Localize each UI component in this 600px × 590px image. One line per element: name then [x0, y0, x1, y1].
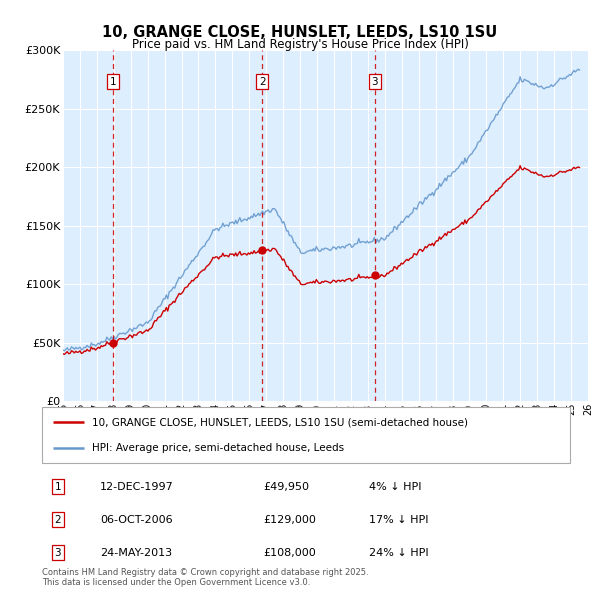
Text: Contains HM Land Registry data © Crown copyright and database right 2025.
This d: Contains HM Land Registry data © Crown c… [42, 568, 368, 587]
Text: 24-MAY-2013: 24-MAY-2013 [100, 548, 172, 558]
Text: 17% ↓ HPI: 17% ↓ HPI [370, 514, 429, 525]
FancyBboxPatch shape [42, 407, 570, 463]
Text: 10, GRANGE CLOSE, HUNSLET, LEEDS, LS10 1SU (semi-detached house): 10, GRANGE CLOSE, HUNSLET, LEEDS, LS10 1… [92, 417, 468, 427]
Text: 06-OCT-2006: 06-OCT-2006 [100, 514, 173, 525]
Text: 1: 1 [110, 77, 116, 87]
Text: HPI: Average price, semi-detached house, Leeds: HPI: Average price, semi-detached house,… [92, 443, 344, 453]
Text: 3: 3 [55, 548, 61, 558]
Text: Price paid vs. HM Land Registry's House Price Index (HPI): Price paid vs. HM Land Registry's House … [131, 38, 469, 51]
Text: £49,950: £49,950 [264, 481, 310, 491]
Text: 12-DEC-1997: 12-DEC-1997 [100, 481, 174, 491]
Text: £108,000: £108,000 [264, 548, 317, 558]
Text: 1: 1 [55, 481, 61, 491]
Text: 3: 3 [371, 77, 378, 87]
Text: 4% ↓ HPI: 4% ↓ HPI [370, 481, 422, 491]
Text: £129,000: £129,000 [264, 514, 317, 525]
Text: 2: 2 [259, 77, 266, 87]
Text: 2: 2 [55, 514, 61, 525]
Text: 24% ↓ HPI: 24% ↓ HPI [370, 548, 429, 558]
Text: 10, GRANGE CLOSE, HUNSLET, LEEDS, LS10 1SU: 10, GRANGE CLOSE, HUNSLET, LEEDS, LS10 1… [103, 25, 497, 40]
